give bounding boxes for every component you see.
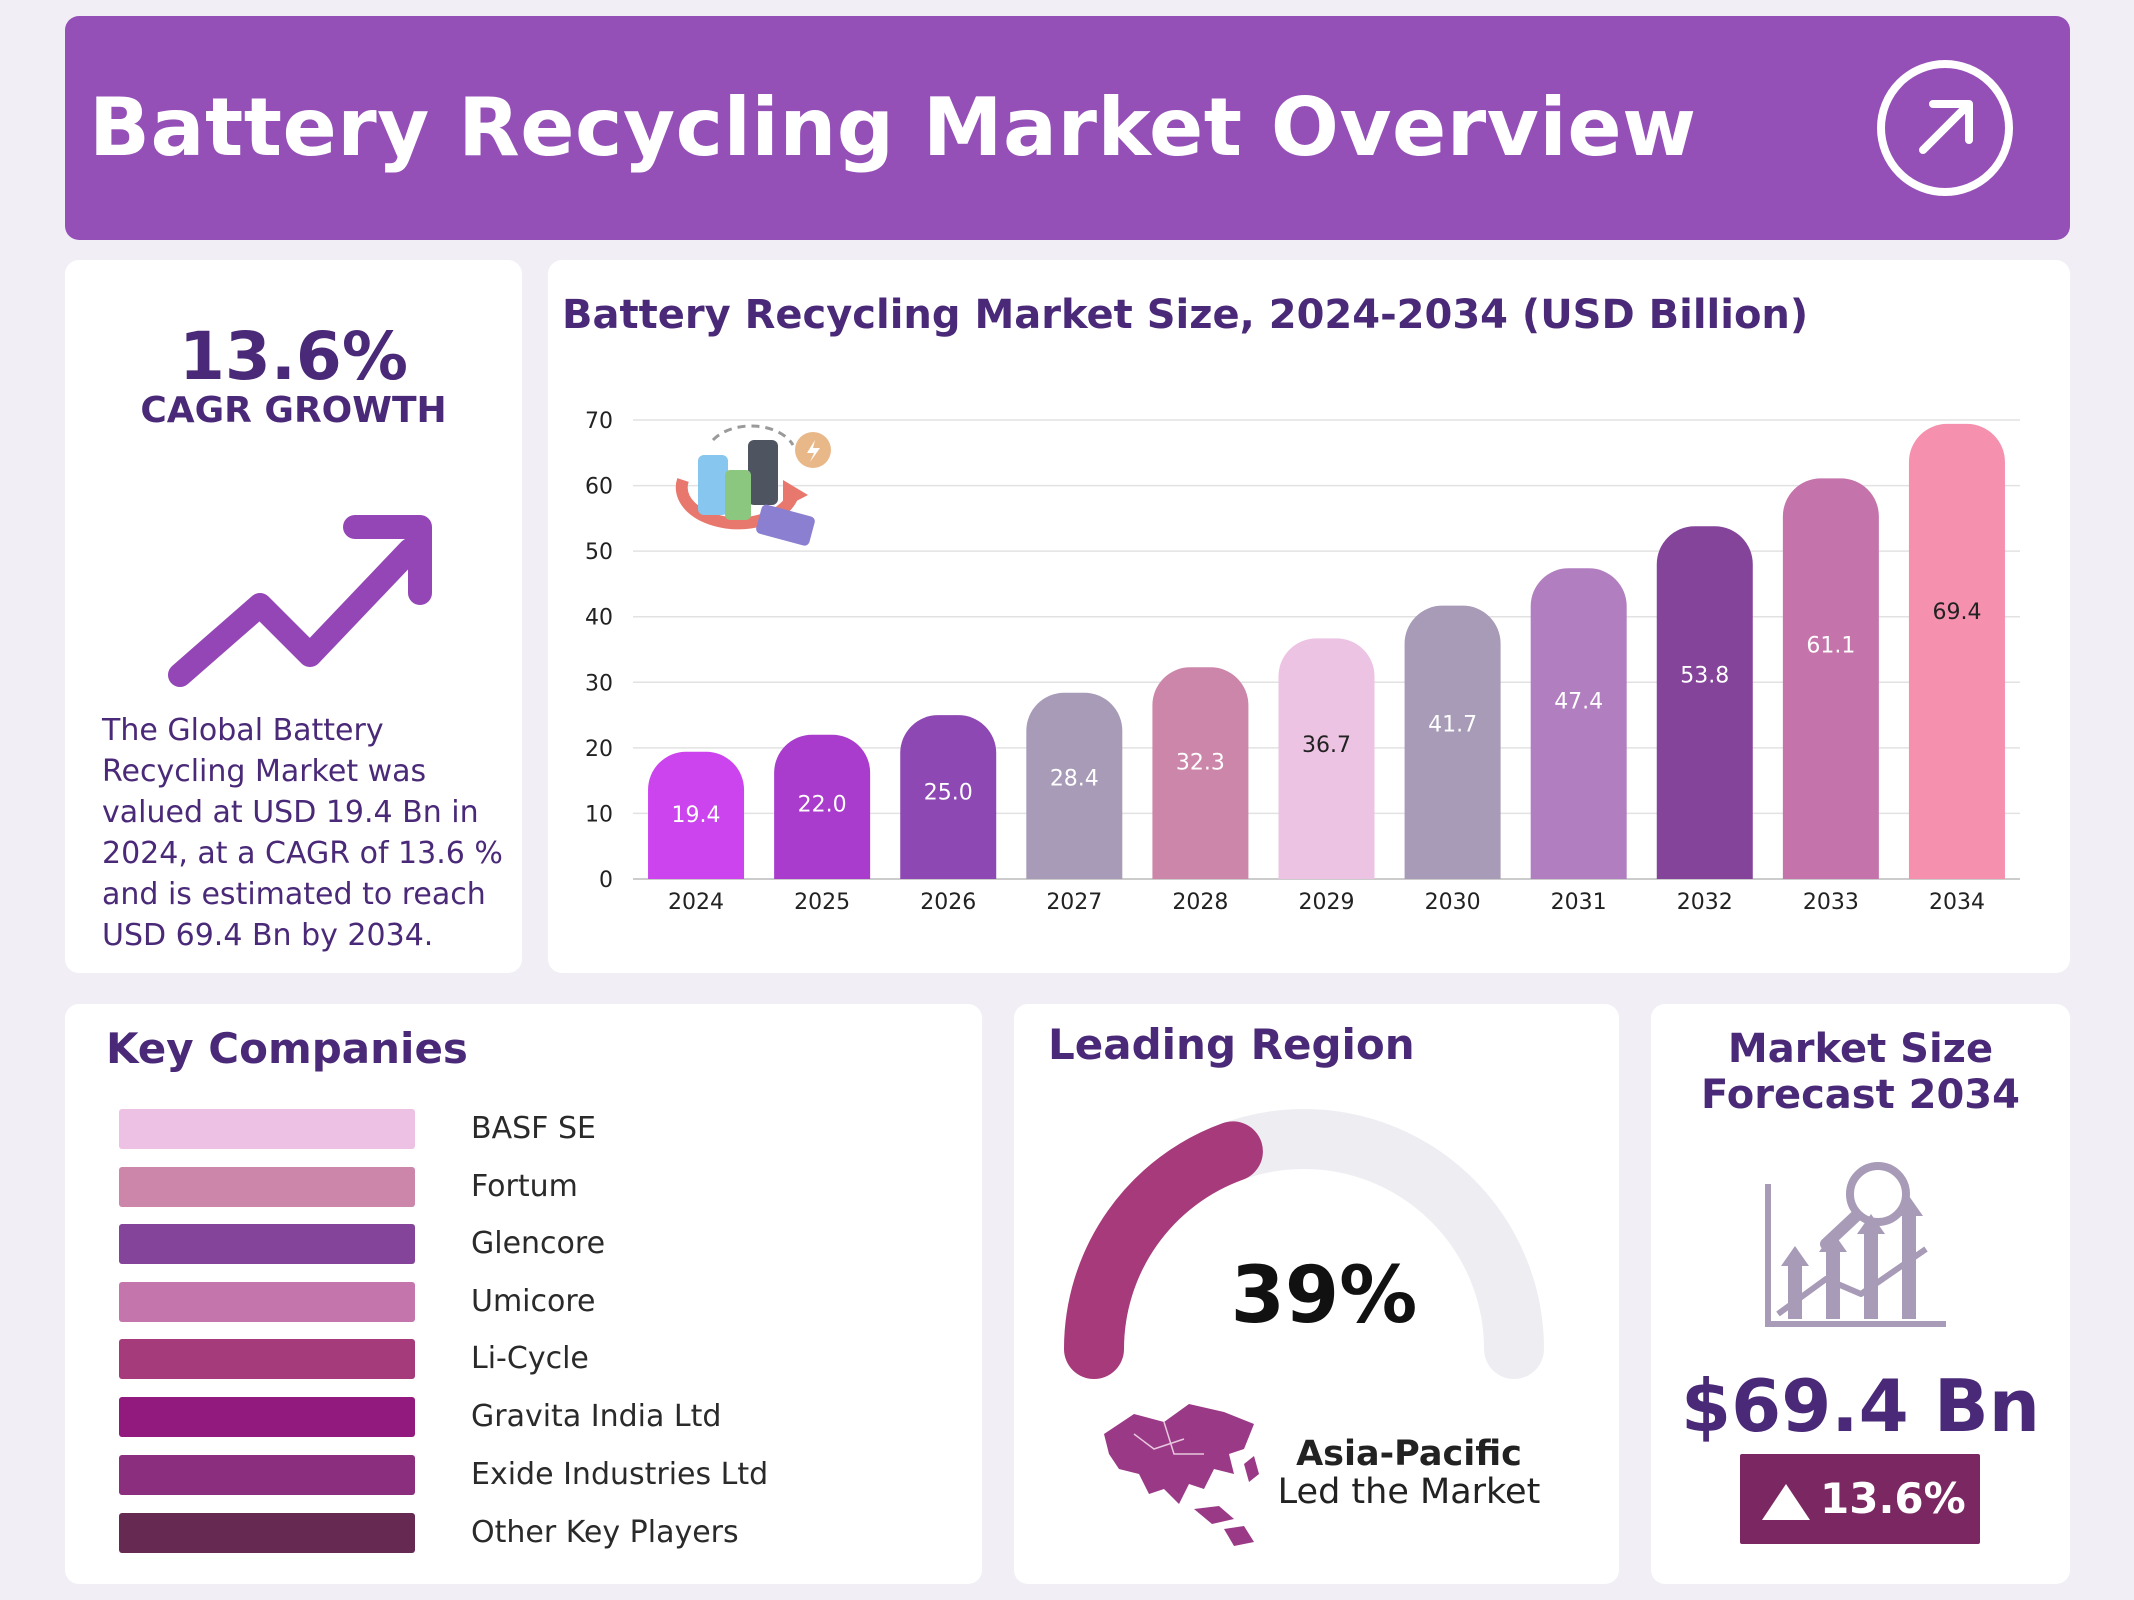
bar-value-label: 19.4 xyxy=(672,803,721,828)
y-tick-label: 0 xyxy=(599,868,613,893)
company-name: Glencore xyxy=(471,1226,606,1261)
bar-2034 xyxy=(1908,423,2005,879)
bar-value-label: 61.1 xyxy=(1806,634,1855,659)
header-banner: Battery Recycling Market Overview xyxy=(65,16,2070,240)
company-name: Li-Cycle xyxy=(471,1341,589,1376)
bar-value-label: 69.4 xyxy=(1932,600,1981,625)
arrow-up-right-circle-icon[interactable] xyxy=(1875,58,2015,198)
x-tick-label: 2033 xyxy=(1803,890,1859,915)
cagr-label: CAGR GROWTH xyxy=(140,390,447,431)
bar-value-label: 25.0 xyxy=(924,780,973,805)
x-tick-label: 2031 xyxy=(1551,890,1607,915)
cagr-description: The Global Battery Recycling Market was … xyxy=(102,713,503,953)
trend-up-arrow-icon xyxy=(168,515,432,687)
x-tick-label: 2027 xyxy=(1046,890,1102,915)
region-share-value: 39% xyxy=(1231,1251,1418,1341)
cagr-card: 13.6% CAGR GROWTH The Global Battery Rec… xyxy=(65,260,522,973)
bar-2032 xyxy=(1656,526,1753,879)
region-share-gauge: 39% xyxy=(1064,1109,1544,1379)
company-color-swatch xyxy=(119,1339,415,1379)
key-companies-card: Key Companies BASF SE Fortum Glencore Um… xyxy=(65,1004,982,1584)
bar-2030 xyxy=(1404,605,1501,879)
key-companies-title: Key Companies xyxy=(106,1024,468,1073)
page-title: Battery Recycling Market Overview xyxy=(89,81,1697,174)
growth-chart-magnifier-icon xyxy=(1765,1162,1946,1327)
company-name: Exide Industries Ltd xyxy=(471,1457,769,1492)
market-size-chart-card: Battery Recycling Market Size, 2024-2034… xyxy=(548,260,2070,973)
x-tick-label: 2034 xyxy=(1929,890,1985,915)
company-color-swatch xyxy=(119,1455,415,1495)
company-color-swatch xyxy=(119,1282,415,1322)
y-tick-label: 10 xyxy=(585,802,613,827)
bar-2025 xyxy=(774,734,871,879)
chart-title: Battery Recycling Market Size, 2024-2034… xyxy=(562,292,1809,338)
company-color-swatch xyxy=(119,1109,415,1149)
bar-value-label: 28.4 xyxy=(1050,767,1099,792)
bar-2027 xyxy=(1026,692,1123,879)
company-name: Other Key Players xyxy=(471,1515,739,1550)
company-color-swatch xyxy=(119,1224,415,1264)
y-tick-label: 60 xyxy=(585,475,613,500)
bar-value-label: 47.4 xyxy=(1554,689,1603,714)
x-tick-label: 2024 xyxy=(668,890,724,915)
company-name: BASF SE xyxy=(471,1111,596,1146)
triangle-up-icon xyxy=(1762,1484,1810,1520)
company-color-swatch xyxy=(119,1167,415,1207)
bar-2029 xyxy=(1278,638,1375,879)
company-color-swatch xyxy=(119,1397,415,1437)
company-name: Gravita India Ltd xyxy=(471,1399,722,1434)
bar-2028 xyxy=(1152,667,1249,879)
growth-value: 13.6% xyxy=(1820,1474,1966,1523)
company-name: Umicore xyxy=(471,1284,596,1319)
x-tick-label: 2025 xyxy=(794,890,850,915)
bar-2024 xyxy=(648,751,745,879)
y-tick-label: 20 xyxy=(585,737,613,762)
y-tick-label: 70 xyxy=(585,409,613,434)
x-tick-label: 2026 xyxy=(920,890,976,915)
forecast-value: $69.4 Bn xyxy=(1681,1364,2040,1448)
y-tick-label: 30 xyxy=(585,671,613,696)
asia-pacific-map-icon xyxy=(1104,1404,1259,1546)
x-tick-label: 2032 xyxy=(1677,890,1733,915)
region-name: Asia-Pacific xyxy=(1296,1434,1522,1474)
company-color-swatch xyxy=(119,1513,415,1553)
x-tick-label: 2028 xyxy=(1172,890,1228,915)
forecast-card: Market Size Forecast 2034 $69.4 Bn 13.6% xyxy=(1651,1004,2070,1584)
bar-value-label: 41.7 xyxy=(1428,712,1477,737)
leading-region-title: Leading Region xyxy=(1048,1020,1415,1069)
bar-2033 xyxy=(1782,478,1879,879)
bar-2026 xyxy=(900,715,997,879)
bar-2031 xyxy=(1530,568,1627,879)
y-tick-label: 50 xyxy=(585,540,613,565)
region-subtitle: Led the Market xyxy=(1277,1472,1541,1512)
bar-value-label: 22.0 xyxy=(798,793,847,818)
battery-recycling-icon xyxy=(675,424,831,546)
y-tick-label: 40 xyxy=(585,606,613,631)
company-name: Fortum xyxy=(471,1169,578,1204)
growth-badge: 13.6% xyxy=(1740,1454,1980,1544)
forecast-title: Market Size Forecast 2034 xyxy=(1701,1026,2020,1118)
x-tick-label: 2029 xyxy=(1299,890,1355,915)
cagr-value: 13.6% xyxy=(179,318,408,395)
bar-value-label: 32.3 xyxy=(1176,751,1225,776)
x-tick-label: 2030 xyxy=(1425,890,1481,915)
bar-value-label: 36.7 xyxy=(1302,733,1351,758)
bar-value-label: 53.8 xyxy=(1680,663,1729,688)
leading-region-card: Leading Region 39% Asia-Pacific Led the … xyxy=(1014,1004,1619,1584)
